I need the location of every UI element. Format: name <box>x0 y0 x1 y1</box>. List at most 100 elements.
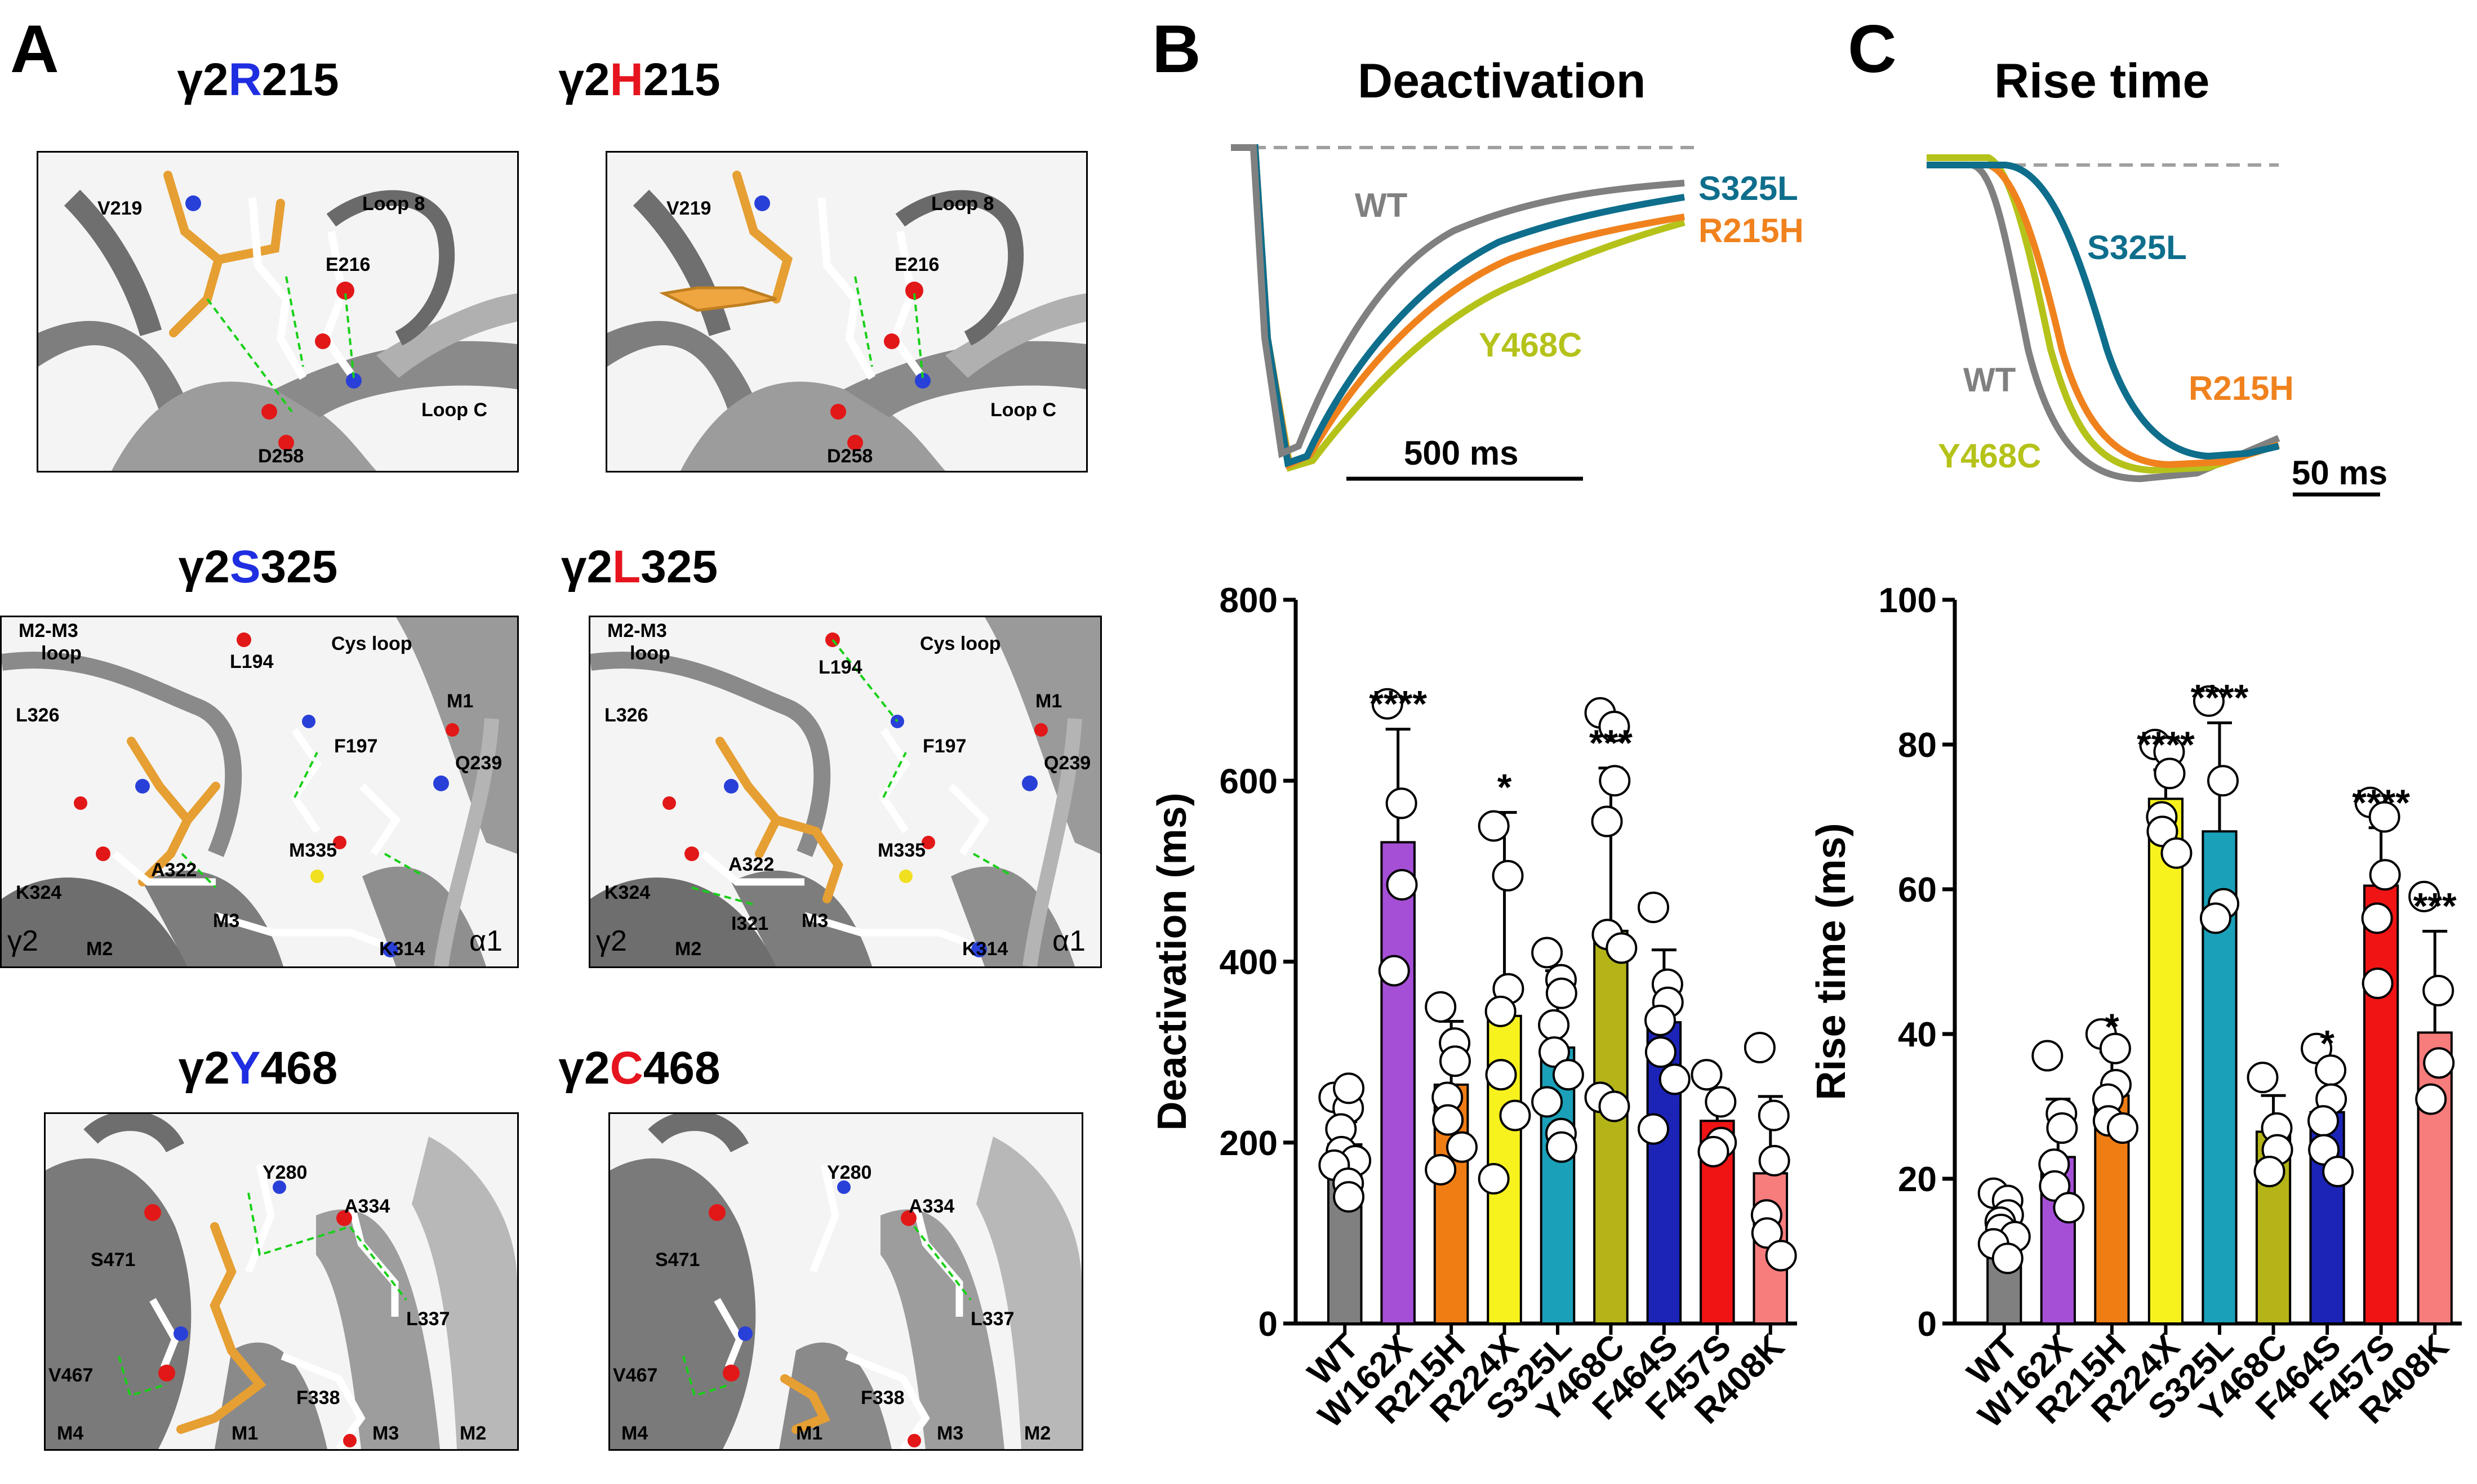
panel-label-a: A <box>10 11 59 87</box>
residue-label: Cys loop <box>331 633 412 654</box>
trace-label-y468c: Y468C <box>1479 326 1582 364</box>
residue-label: M3 <box>213 910 240 932</box>
residue-label: L337 <box>406 1308 450 1330</box>
data-point <box>2160 837 2193 869</box>
residue-label: A334 <box>909 1196 955 1217</box>
data-point <box>2046 1112 2078 1144</box>
residue-label: Q239 <box>1044 752 1091 774</box>
deactivation-scale-label: 500 ms <box>1404 434 1519 472</box>
y-tick-label: 40 <box>1898 1015 1937 1054</box>
residue-label: M2 <box>1024 1423 1051 1444</box>
significance-marker: **** <box>1369 683 1427 725</box>
data-point <box>2247 1062 2279 1094</box>
y-tick-label: 100 <box>1879 581 1937 620</box>
data-point <box>1386 868 1418 901</box>
title-number: 468 <box>643 1042 721 1094</box>
data-point <box>1478 810 1510 842</box>
trace-S325L <box>1231 144 1685 468</box>
residue-label: F197 <box>923 736 967 757</box>
data-point <box>1333 1072 1365 1104</box>
trace-label-r215h: R215H <box>2189 369 2294 407</box>
structure-title: γ2C468 <box>414 1042 865 1095</box>
panel-label-b: B <box>1152 11 1201 87</box>
trace-label-s325l: S325L <box>1698 170 1798 207</box>
structure-title: γ2Y468 <box>33 1042 483 1095</box>
residue-label: M3 <box>372 1423 399 1444</box>
residue-label: F338 <box>296 1387 340 1409</box>
data-point <box>2154 757 2186 790</box>
data-point <box>2253 1156 2285 1188</box>
data-point <box>2308 1134 2340 1166</box>
data-point <box>1606 932 1638 964</box>
residue-label: V467 <box>48 1365 94 1386</box>
bar-R224X <box>2147 797 2184 1325</box>
residue-label: Q239 <box>455 752 502 774</box>
residue-label: K314 <box>379 938 425 960</box>
residue-label: A322 <box>728 854 775 875</box>
data-point <box>1478 1163 1510 1195</box>
data-point <box>2369 859 2401 891</box>
protein-ribbon-render <box>46 1114 517 1449</box>
data-point <box>1538 1009 1570 1041</box>
residue-label: V467 <box>613 1365 658 1386</box>
structure-title: γ2S325 <box>33 541 483 594</box>
trace-R215H <box>1231 144 1685 470</box>
data-point <box>2199 902 2231 934</box>
title-residue: C <box>610 1042 643 1094</box>
protein-ribbon-render <box>38 171 517 471</box>
significance-marker: * <box>2105 1006 2119 1048</box>
y-tick-label: 0 <box>1258 1305 1278 1344</box>
y-tick-label: 80 <box>1898 726 1937 765</box>
y-tick-label: 400 <box>1220 943 1278 982</box>
data-point <box>1591 805 1623 837</box>
residue-label: K324 <box>604 882 651 903</box>
data-point <box>2099 1032 2131 1064</box>
structure-image: M2-M3 loop L194 Cys loop L326 F197 M1 Q2… <box>589 616 1102 968</box>
deactivation-traces <box>1231 144 1698 481</box>
residue-label: loop <box>630 643 670 664</box>
subunit-label: α1 <box>1052 925 1086 957</box>
data-point <box>1425 991 1457 1023</box>
data-point <box>2207 765 2239 797</box>
data-point <box>2039 1170 2071 1202</box>
data-point <box>1333 1181 1365 1213</box>
data-point <box>2361 902 2393 934</box>
trace-R215H <box>1927 162 2280 469</box>
residue-label: M2 <box>675 938 702 960</box>
significance-marker: **** <box>2191 676 2249 718</box>
structure-title: γ2H215 <box>414 54 865 106</box>
significance-marker: * <box>1497 766 1512 808</box>
data-point <box>1485 1059 1517 1091</box>
y-axis-label: Rise time (ms) <box>1809 823 1854 1100</box>
residue-label: F338 <box>861 1387 905 1409</box>
data-point <box>1385 787 1417 819</box>
data-point <box>2053 1192 2085 1224</box>
title-prefix: γ2 <box>561 541 613 592</box>
residue-label: M3 <box>802 910 829 932</box>
data-point <box>2368 801 2400 833</box>
data-point <box>1484 995 1517 1027</box>
data-point <box>1531 1086 1563 1118</box>
residue-label: V219 <box>666 198 711 219</box>
residue-label: M1 <box>796 1423 823 1444</box>
trace-label-y468c: Y468C <box>1938 437 2042 475</box>
data-point <box>1432 1104 1464 1136</box>
residue-label: M1 <box>447 690 474 712</box>
title-prefix: γ2 <box>558 1042 610 1094</box>
data-point <box>1758 1144 1790 1176</box>
protein-ribbon-render <box>2 617 517 966</box>
trace-label-wt: WT <box>1963 361 2016 399</box>
residue-label: loop <box>41 643 82 664</box>
data-point <box>1499 1099 1531 1131</box>
residue-label: E216 <box>895 254 940 275</box>
protein-ribbon-render <box>607 171 1086 471</box>
data-point <box>2146 815 2178 848</box>
data-point <box>2301 1032 2333 1064</box>
data-point <box>1658 1063 1691 1095</box>
residue-label: L194 <box>230 651 274 672</box>
residue-label: Loop C <box>990 399 1057 421</box>
subunit-label: γ2 <box>7 925 38 957</box>
residue-label: F197 <box>334 736 378 757</box>
bar-F457S <box>2363 884 2399 1325</box>
